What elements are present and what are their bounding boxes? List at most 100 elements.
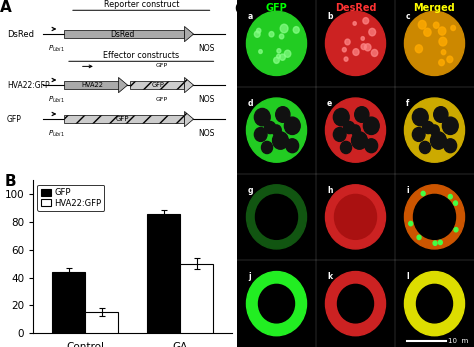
Ellipse shape [326, 11, 385, 75]
Text: GFP: GFP [152, 82, 165, 88]
Circle shape [419, 142, 430, 154]
Circle shape [255, 108, 270, 126]
Ellipse shape [404, 185, 465, 249]
Circle shape [409, 221, 413, 226]
Text: k: k [327, 272, 332, 281]
Circle shape [262, 142, 273, 154]
Circle shape [353, 22, 356, 25]
Circle shape [340, 142, 352, 154]
Text: i: i [406, 186, 409, 195]
Circle shape [333, 127, 346, 142]
Text: DsRed: DsRed [110, 29, 135, 39]
Circle shape [284, 117, 300, 135]
Circle shape [344, 57, 348, 61]
Circle shape [433, 241, 437, 245]
Circle shape [439, 59, 444, 66]
Bar [64, 81, 118, 89]
Text: GFP: GFP [116, 116, 129, 122]
Text: Reporter construct: Reporter construct [103, 0, 179, 9]
Circle shape [430, 132, 447, 149]
Circle shape [365, 44, 371, 51]
Bar [64, 115, 184, 123]
Circle shape [415, 45, 422, 53]
Circle shape [365, 139, 378, 153]
Circle shape [344, 121, 355, 134]
Ellipse shape [246, 11, 307, 75]
Circle shape [264, 121, 276, 134]
Text: b: b [327, 12, 333, 21]
Circle shape [286, 139, 299, 153]
Circle shape [255, 127, 267, 142]
Bar [147, 214, 180, 333]
Bar [85, 312, 118, 333]
Text: HVA22: HVA22 [82, 82, 103, 88]
Text: GFP: GFP [155, 97, 168, 102]
Text: C: C [235, 2, 246, 17]
Circle shape [430, 125, 439, 135]
Circle shape [333, 108, 349, 126]
Circle shape [454, 201, 457, 205]
Text: NOS: NOS [198, 44, 215, 53]
Circle shape [273, 132, 288, 149]
Circle shape [371, 49, 378, 57]
Text: $P_{Ubi1}$: $P_{Ubi1}$ [48, 44, 65, 54]
Circle shape [280, 24, 288, 33]
Ellipse shape [404, 271, 465, 336]
Circle shape [269, 32, 274, 37]
Circle shape [259, 50, 262, 53]
Ellipse shape [258, 285, 294, 323]
Circle shape [439, 37, 447, 46]
Circle shape [293, 27, 299, 33]
Ellipse shape [326, 271, 385, 336]
Ellipse shape [255, 194, 298, 239]
Text: HVA22:GFP: HVA22:GFP [7, 81, 50, 90]
Circle shape [447, 56, 453, 62]
Circle shape [448, 195, 452, 199]
Text: GFP: GFP [155, 63, 168, 68]
Text: g: g [248, 186, 254, 195]
Circle shape [364, 117, 379, 135]
Ellipse shape [417, 285, 453, 323]
Circle shape [444, 139, 456, 153]
Circle shape [412, 108, 428, 126]
Ellipse shape [326, 98, 385, 162]
Polygon shape [184, 26, 193, 42]
Circle shape [424, 28, 431, 36]
Circle shape [361, 44, 366, 50]
Circle shape [423, 121, 434, 134]
Circle shape [256, 28, 261, 33]
Text: a: a [248, 12, 253, 21]
Circle shape [273, 57, 279, 64]
Circle shape [441, 50, 446, 55]
Circle shape [276, 107, 290, 122]
Text: e: e [327, 99, 332, 108]
Ellipse shape [335, 194, 376, 239]
Text: DsRed: DsRed [7, 29, 34, 39]
Circle shape [438, 240, 442, 245]
Text: NOS: NOS [198, 129, 215, 138]
Text: $P_{Ubi1}$: $P_{Ubi1}$ [48, 129, 65, 139]
Circle shape [451, 25, 456, 31]
Circle shape [272, 125, 281, 135]
Text: GFP: GFP [265, 2, 287, 12]
Ellipse shape [337, 285, 374, 323]
Text: c: c [406, 12, 410, 21]
Circle shape [342, 48, 346, 52]
Text: GFP: GFP [7, 115, 22, 124]
Circle shape [369, 28, 375, 36]
Ellipse shape [404, 11, 465, 75]
Circle shape [438, 27, 446, 35]
Bar [180, 264, 213, 333]
Text: l: l [406, 272, 409, 281]
Circle shape [421, 191, 425, 196]
Circle shape [280, 54, 285, 60]
Bar [130, 81, 184, 89]
Text: DesRed: DesRed [335, 2, 376, 12]
Circle shape [417, 235, 421, 239]
Circle shape [277, 54, 280, 58]
Ellipse shape [246, 185, 307, 249]
Circle shape [355, 107, 369, 122]
Circle shape [345, 39, 350, 45]
Circle shape [351, 125, 360, 135]
Text: h: h [327, 186, 333, 195]
